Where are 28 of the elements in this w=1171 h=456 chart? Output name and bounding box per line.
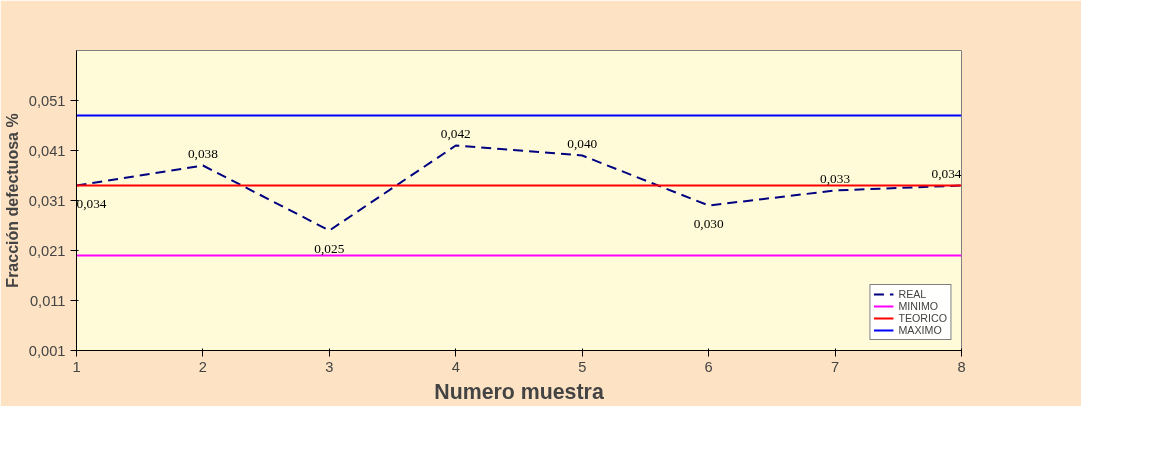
data-label: 0,025 [314, 240, 345, 256]
x-tick-label: 5 [578, 358, 587, 375]
legend-label: MAXIMO [898, 324, 942, 336]
data-label: 0,038 [187, 145, 219, 161]
data-label: 0,042 [440, 125, 471, 141]
y-tick-label: 0,001 [28, 342, 66, 359]
legend-label: MINIMO [898, 300, 939, 312]
x-tick-label: 1 [72, 358, 81, 375]
x-axis-title: Numero muestra [434, 379, 604, 404]
legend-label: TEORICO [898, 312, 947, 324]
data-label: 0,034 [76, 195, 107, 211]
x-tick-label: 8 [957, 358, 966, 375]
x-tick-label: 4 [451, 358, 460, 375]
data-label: 0,030 [693, 215, 724, 231]
legend-label: REAL [898, 288, 927, 300]
y-tick-label: 0,041 [28, 142, 66, 159]
y-tick-label: 0,021 [28, 242, 66, 259]
data-label: 0,033 [820, 170, 851, 186]
x-tick-label: 6 [704, 358, 713, 375]
x-tick-label: 2 [198, 358, 208, 375]
x-tick-label: 7 [831, 358, 840, 375]
y-axis-title: Fracción defectuosa % [3, 113, 21, 288]
data-label: 0,040 [567, 135, 598, 151]
y-tick-label: 0,031 [28, 192, 66, 209]
y-tick-label: 0,011 [29, 292, 66, 309]
y-tick-label: 0,051 [28, 92, 66, 109]
data-label: 0,034 [931, 165, 962, 181]
x-tick-label: 3 [325, 358, 334, 375]
